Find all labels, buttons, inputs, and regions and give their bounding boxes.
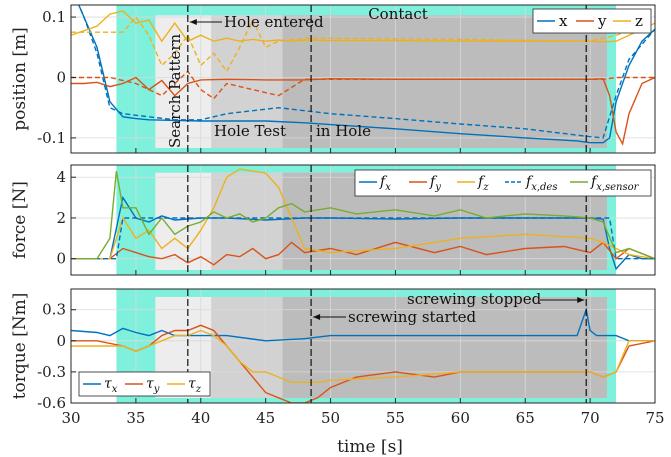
x-tick-label: 40 (191, 409, 210, 427)
panel-2: 0 2 4 force [N] fx fy fz fx,des fx,sensor (10, 164, 656, 276)
x-axis-label: time [s] (337, 437, 403, 457)
force-axis-label: force [N] (10, 181, 30, 259)
y-tick-label: 0 (56, 68, 66, 86)
axes-box (70, 164, 656, 276)
x-tick-label: 55 (386, 409, 405, 427)
y-tick-label: -0.1 (37, 129, 66, 147)
series-y-des (71, 70, 655, 100)
series-f-z (71, 168, 655, 260)
x-tick-label: 70 (581, 409, 600, 427)
x-tick-labels: 30 35 40 45 50 55 60 65 70 75 (61, 409, 664, 427)
axes-box (70, 288, 656, 404)
series-x (78, 5, 655, 144)
screwing-started-arrowhead (313, 314, 321, 320)
series-f-x-des (71, 217, 655, 260)
screwing-started-label: screwing started (348, 308, 477, 326)
in-hole-region (282, 296, 607, 398)
legend-label-tz: τz (188, 376, 202, 395)
position-legend: x y z (532, 8, 652, 34)
y-tick-label: 4 (56, 168, 66, 186)
in-hole-region (282, 15, 607, 148)
in-hole-label: in Hole (316, 122, 371, 140)
series--z (71, 329, 655, 383)
y-tick-label: 0.1 (42, 8, 66, 26)
panel-1: -0.1 0 0.1 position [m] Contact Hole entered S… (10, 4, 656, 154)
x-tick-label: 60 (451, 409, 470, 427)
hole-entered-label: Hole entered (224, 13, 324, 31)
hole-test-label: Hole Test (214, 122, 286, 140)
y-tick-label: 0 (56, 250, 66, 268)
legend-label-tx: τx (104, 376, 118, 395)
torque-axis-label: torque [Nm] (10, 293, 30, 400)
y-tick-label: -0.6 (37, 394, 66, 412)
series-z (71, 10, 655, 43)
legend-label-y: y (597, 12, 607, 30)
legend-label-fz: fz (477, 174, 489, 193)
torque-legend: τx τy τz (78, 371, 211, 397)
y-tick-label: -0.3 (37, 363, 66, 381)
legend-label-x: x (559, 12, 568, 30)
y-tick-label: 0 (56, 332, 66, 350)
position-axis-label: position [m] (10, 27, 30, 131)
series-x-des (78, 5, 655, 139)
x-tick-label: 35 (126, 409, 145, 427)
series--x (71, 307, 655, 342)
legend-label-ty: τy (146, 376, 160, 395)
y-tick-label: 0.3 (42, 301, 66, 319)
contact-label: Contact (368, 5, 428, 23)
x-tick-label: 75 (645, 409, 664, 427)
series-y (71, 76, 655, 146)
series-f-x-sensor (71, 170, 655, 260)
x-tick-label: 50 (321, 409, 340, 427)
screwing-stopped-arrowhead (577, 297, 585, 303)
series-f-y (71, 241, 655, 266)
legend-label-fx-des: fx,des (525, 174, 557, 193)
x-tick-label: 45 (256, 409, 275, 427)
axes-box (70, 4, 656, 154)
force-legend: fx fy fz fx,des fx,sensor (354, 169, 652, 197)
x-tick-label: 30 (61, 409, 80, 427)
x-tick-label: 65 (516, 409, 535, 427)
legend-label-fx: fx (379, 174, 391, 193)
y-tick-label: 2 (56, 209, 66, 227)
panel-3: -0.6 -0.3 0 0.3 torque [Nm] screwing starteds… (10, 288, 656, 412)
search-pattern-label: Search Pattern (166, 33, 184, 148)
legend-label-fy: fy (429, 174, 441, 193)
legend-label-fx-sensor: fx,sensor (590, 174, 640, 193)
hole-entered-arrowhead (189, 19, 197, 25)
screwing-stopped-label: screwing stopped (407, 290, 542, 308)
legend-label-z: z (635, 12, 643, 30)
series-z-des (71, 15, 655, 73)
